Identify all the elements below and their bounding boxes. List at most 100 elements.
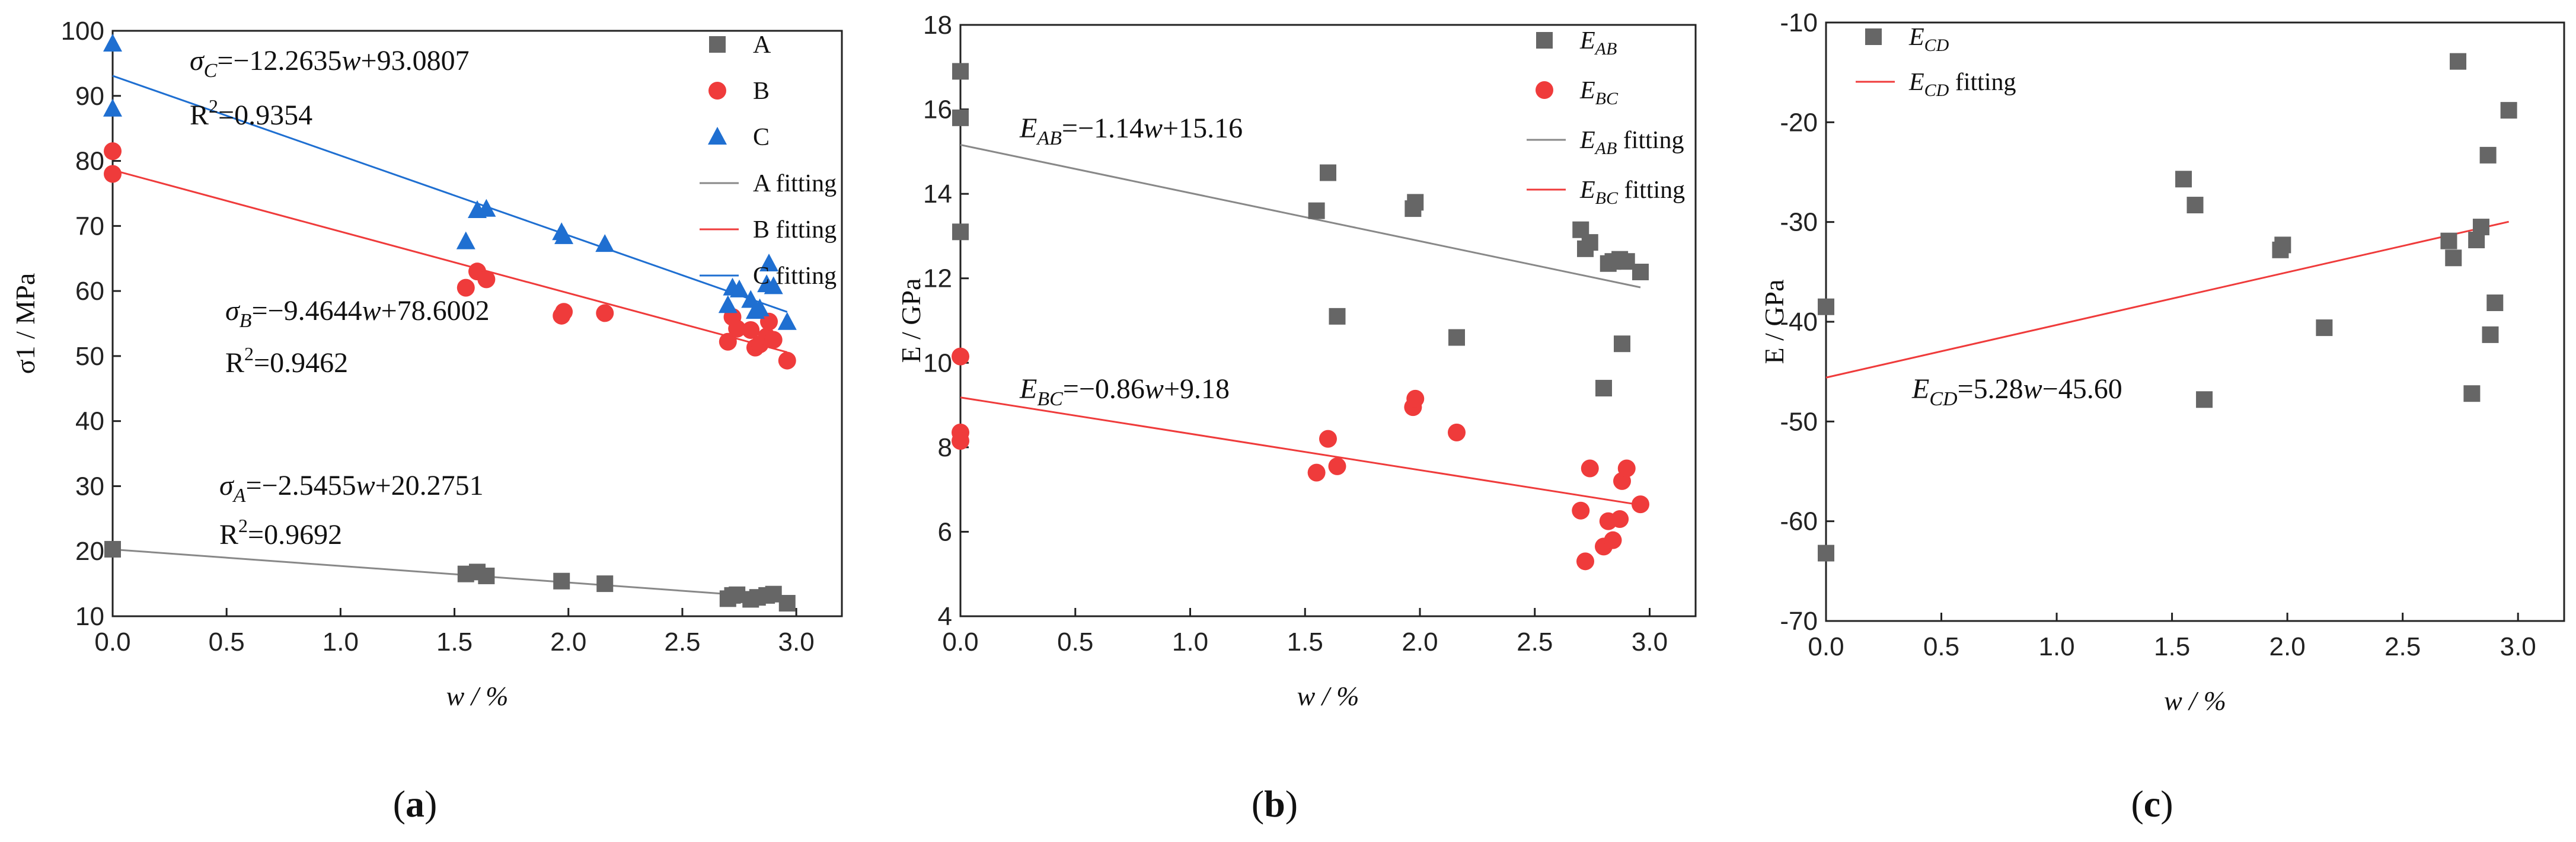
data-point-0-14	[2479, 146, 2497, 164]
data-point-1-16	[764, 331, 783, 349]
ann-text: =5.28	[1958, 373, 2023, 405]
y-tick-label: -60	[1780, 507, 1818, 536]
data-point-2-2	[456, 231, 475, 249]
legend-marker-0	[709, 36, 726, 53]
data-point-0-16	[1614, 335, 1630, 353]
legend-fit-label-1: EBC fitting	[1579, 177, 1685, 208]
x-tick-label: 2.5	[1517, 628, 1553, 657]
data-point-1-14	[1604, 531, 1622, 549]
data-point-0-3	[2186, 197, 2204, 214]
data-point-1-8	[1448, 423, 1466, 441]
x-axis-label: w / %	[2164, 686, 2226, 716]
data-point-0-1	[1818, 545, 1834, 562]
x-tick-label: 2.0	[550, 628, 586, 657]
data-point-0-11	[1581, 234, 1598, 251]
x-tick-label: 2.5	[664, 628, 700, 657]
data-point-1-0	[952, 347, 969, 366]
data-point-0-4	[2196, 391, 2213, 408]
data-point-0-5	[596, 575, 614, 593]
x-tick-label: 2.0	[1402, 628, 1438, 657]
ann-symbol: E	[1019, 373, 1037, 405]
y-tick-label: 16	[923, 95, 952, 124]
ann-text: =0.9692	[248, 519, 342, 550]
data-point-2-7	[595, 234, 615, 252]
ann-text: −45.60	[2042, 373, 2122, 405]
legend-main: E	[1579, 177, 1595, 204]
legend-sub: AB	[1594, 139, 1617, 158]
panel-c: 0.0 0.5 1.0 1.5 2.0 2.5 3.0 -70 -60 -50 -40 -30 -20 -…	[1759, 8, 2565, 825]
legend-label-0: ECD	[1908, 24, 1949, 55]
data-point-0-8	[1448, 329, 1465, 346]
ann-var: w	[362, 295, 381, 326]
data-point-1-17	[778, 351, 796, 370]
panel-label: (c)	[2131, 783, 2173, 825]
ann-text: R	[225, 347, 244, 379]
data-point-0-3	[478, 567, 495, 584]
panel-letter: a	[406, 783, 424, 825]
x-tick-label: 1.0	[323, 628, 359, 657]
data-point-0-2	[2175, 171, 2192, 188]
legend-sub: BC	[1595, 89, 1619, 108]
plot-frame	[111, 30, 843, 617]
legend-fit-label-0: A fitting	[753, 170, 837, 197]
y-axis-label: E / GPa	[1759, 279, 1789, 364]
data-point-1-15	[1611, 510, 1629, 529]
legend-main: E	[1908, 69, 1924, 96]
x-tick-label: 0.0	[942, 628, 978, 657]
legend-label-1: B	[753, 78, 770, 105]
data-point-2-6	[554, 226, 574, 244]
x-tick-label: 3.0	[778, 628, 815, 657]
x-tick-label: 1.0	[1172, 628, 1208, 657]
x-tick-label: 3.0	[1632, 628, 1668, 657]
ann-subscript: C	[204, 60, 218, 82]
y-tick-label: -30	[1780, 208, 1818, 237]
data-point-1-11	[1581, 459, 1599, 478]
data-point-0-3	[1308, 202, 1325, 219]
data-point-0-13	[778, 595, 796, 612]
y-tick-label: -70	[1780, 607, 1818, 636]
y-tick-label: 80	[75, 147, 104, 176]
data-point-2-16	[764, 276, 783, 294]
legend-rest: fitting	[1617, 127, 1684, 154]
fit-line-0	[1825, 220, 2509, 379]
data-point-1-18	[1632, 495, 1649, 514]
y-tick-label: 60	[75, 277, 104, 306]
y-tick-label: 10	[75, 602, 104, 631]
ann-var: w	[1144, 113, 1163, 144]
annotation-c_eq: σC=−12.2635w+93.0807	[190, 45, 470, 82]
data-point-0-0	[952, 63, 969, 80]
data-point-2-15	[759, 254, 778, 272]
data-point-2-8	[718, 295, 738, 313]
y-tick-label: 50	[75, 342, 104, 371]
x-tick-label: 1.5	[2154, 632, 2190, 661]
fit-line-2	[112, 75, 788, 313]
panel-letter: b	[1264, 783, 1285, 825]
x-tick-label: 1.5	[1287, 628, 1323, 657]
y-tick-label: 100	[61, 17, 104, 46]
data-point-1-1	[104, 165, 122, 183]
data-point-1-2	[457, 278, 475, 297]
data-point-0-16	[2486, 294, 2504, 312]
legend-sub: CD	[1924, 81, 1949, 100]
panel-label: (a)	[393, 783, 438, 825]
legend-marker-2	[708, 127, 727, 145]
ann-superscript: 2	[209, 95, 218, 117]
x-tick-label: 0.0	[94, 628, 130, 657]
x-tick-label: 2.5	[2385, 632, 2421, 661]
legend-sub: AB	[1594, 39, 1617, 59]
panel-paren: )	[424, 783, 437, 825]
ann-text: +78.6002	[381, 295, 490, 326]
data-point-0-18	[1632, 264, 1649, 281]
y-tick-label: 4	[938, 602, 952, 631]
fit-line-0	[960, 143, 1641, 289]
data-point-1-6	[555, 303, 573, 321]
data-point-0-12	[1595, 380, 1612, 397]
data-point-0-4	[1320, 164, 1336, 181]
legend-sub: BC	[1595, 188, 1619, 208]
data-point-1-15	[760, 312, 778, 331]
y-tick-label: 8	[938, 433, 952, 462]
ann-text: =−2.5455	[245, 470, 356, 501]
y-tick-label: 20	[75, 537, 104, 566]
data-point-0-4	[553, 572, 570, 590]
